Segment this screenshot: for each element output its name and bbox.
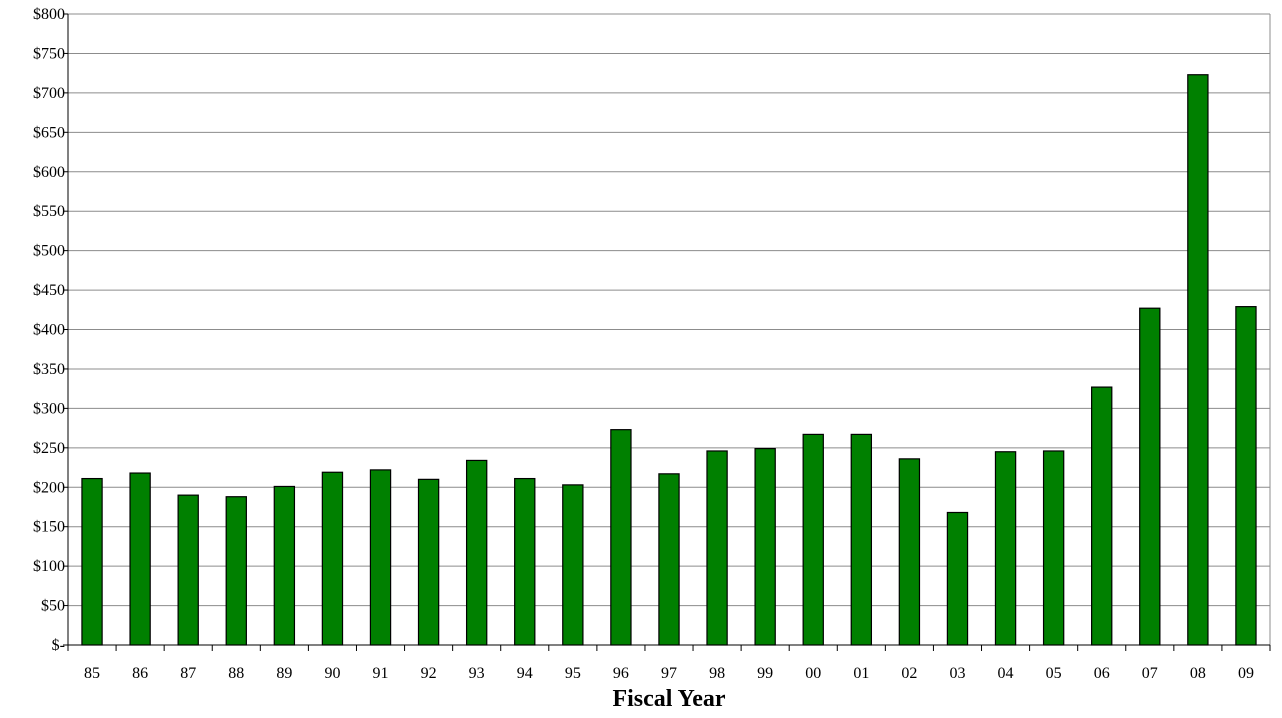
x-tick-label: 05 — [1046, 665, 1062, 682]
bar-97 — [658, 473, 680, 646]
x-tick-label: 09 — [1238, 665, 1254, 682]
y-tick-label: $- — [52, 637, 65, 654]
bar-05 — [1042, 450, 1065, 646]
gridlines — [68, 13, 1270, 607]
x-tick-label: 08 — [1190, 665, 1206, 682]
x-tick-label: 87 — [180, 665, 196, 682]
x-axis-title: Fiscal Year — [612, 686, 725, 712]
y-tick-label: $600 — [33, 164, 65, 181]
y-tick-label: $650 — [33, 124, 65, 141]
x-tick-label: 00 — [805, 665, 821, 682]
y-tick-label: $250 — [33, 440, 65, 457]
x-tick-label: 04 — [998, 665, 1014, 682]
bar-96 — [610, 429, 632, 646]
bar-92 — [417, 478, 440, 646]
bar-85 — [81, 477, 103, 646]
x-tick-label: 90 — [324, 665, 340, 682]
bar-09 — [1235, 306, 1257, 646]
y-tick-label: $550 — [33, 203, 65, 220]
x-tick-label: 02 — [901, 665, 917, 682]
x-tick-label: 93 — [469, 665, 485, 682]
y-tick-label: $150 — [33, 519, 65, 536]
x-tick-label: 89 — [276, 665, 292, 682]
x-tick-label: 86 — [132, 665, 148, 682]
x-tick-label: 94 — [517, 665, 533, 682]
y-tick-label: $50 — [41, 598, 65, 615]
bar-98 — [706, 450, 728, 646]
bar-87 — [177, 494, 199, 646]
x-tick-label: 85 — [84, 665, 100, 682]
y-tick-label: $100 — [33, 558, 65, 575]
x-tick-label: 92 — [421, 665, 437, 682]
bar-07 — [1139, 307, 1161, 646]
bar-91 — [369, 469, 392, 646]
bar-06 — [1091, 386, 1113, 646]
axes — [63, 13, 1271, 651]
bar-90 — [321, 471, 344, 646]
bars — [81, 74, 1257, 646]
x-tick-label: 91 — [373, 665, 389, 682]
x-tick-label: 97 — [661, 665, 677, 682]
y-tick-label: $700 — [33, 85, 65, 102]
bar-01 — [850, 433, 873, 646]
bar-86 — [129, 472, 151, 646]
x-tick-label: 06 — [1094, 665, 1110, 682]
bar-99 — [754, 448, 776, 646]
x-tick-label: 03 — [949, 665, 965, 682]
bar-95 — [562, 484, 584, 646]
y-tick-label: $350 — [33, 361, 65, 378]
x-tick-label: 01 — [853, 665, 869, 682]
y-tick-label: $800 — [33, 6, 65, 23]
x-tick-label: 07 — [1142, 665, 1158, 682]
bar-04 — [994, 451, 1017, 646]
y-tick-label: $750 — [33, 45, 65, 62]
y-tick-label: $200 — [33, 479, 65, 496]
x-tick-label: 96 — [613, 665, 629, 682]
bar-88 — [225, 496, 247, 646]
bar-93 — [465, 459, 488, 646]
y-tick-label: $400 — [33, 322, 65, 339]
bar-89 — [273, 485, 296, 646]
y-tick-label: $300 — [33, 400, 65, 417]
x-tick-label: 98 — [709, 665, 725, 682]
y-tick-label: $500 — [33, 243, 65, 260]
tick-labels: $- $50 $100 $150 $200 $250 $300 $350 $400 $450 $50… — [33, 6, 1254, 682]
bar-00 — [802, 433, 824, 646]
bar-03 — [946, 511, 969, 646]
bar-94 — [514, 477, 536, 646]
x-tick-label: 95 — [565, 665, 581, 682]
y-tick-label: $450 — [33, 282, 65, 299]
x-tick-label: 88 — [228, 665, 244, 682]
bar-08 — [1187, 74, 1209, 646]
bar-02 — [898, 458, 921, 646]
x-tick-label: 99 — [757, 665, 773, 682]
